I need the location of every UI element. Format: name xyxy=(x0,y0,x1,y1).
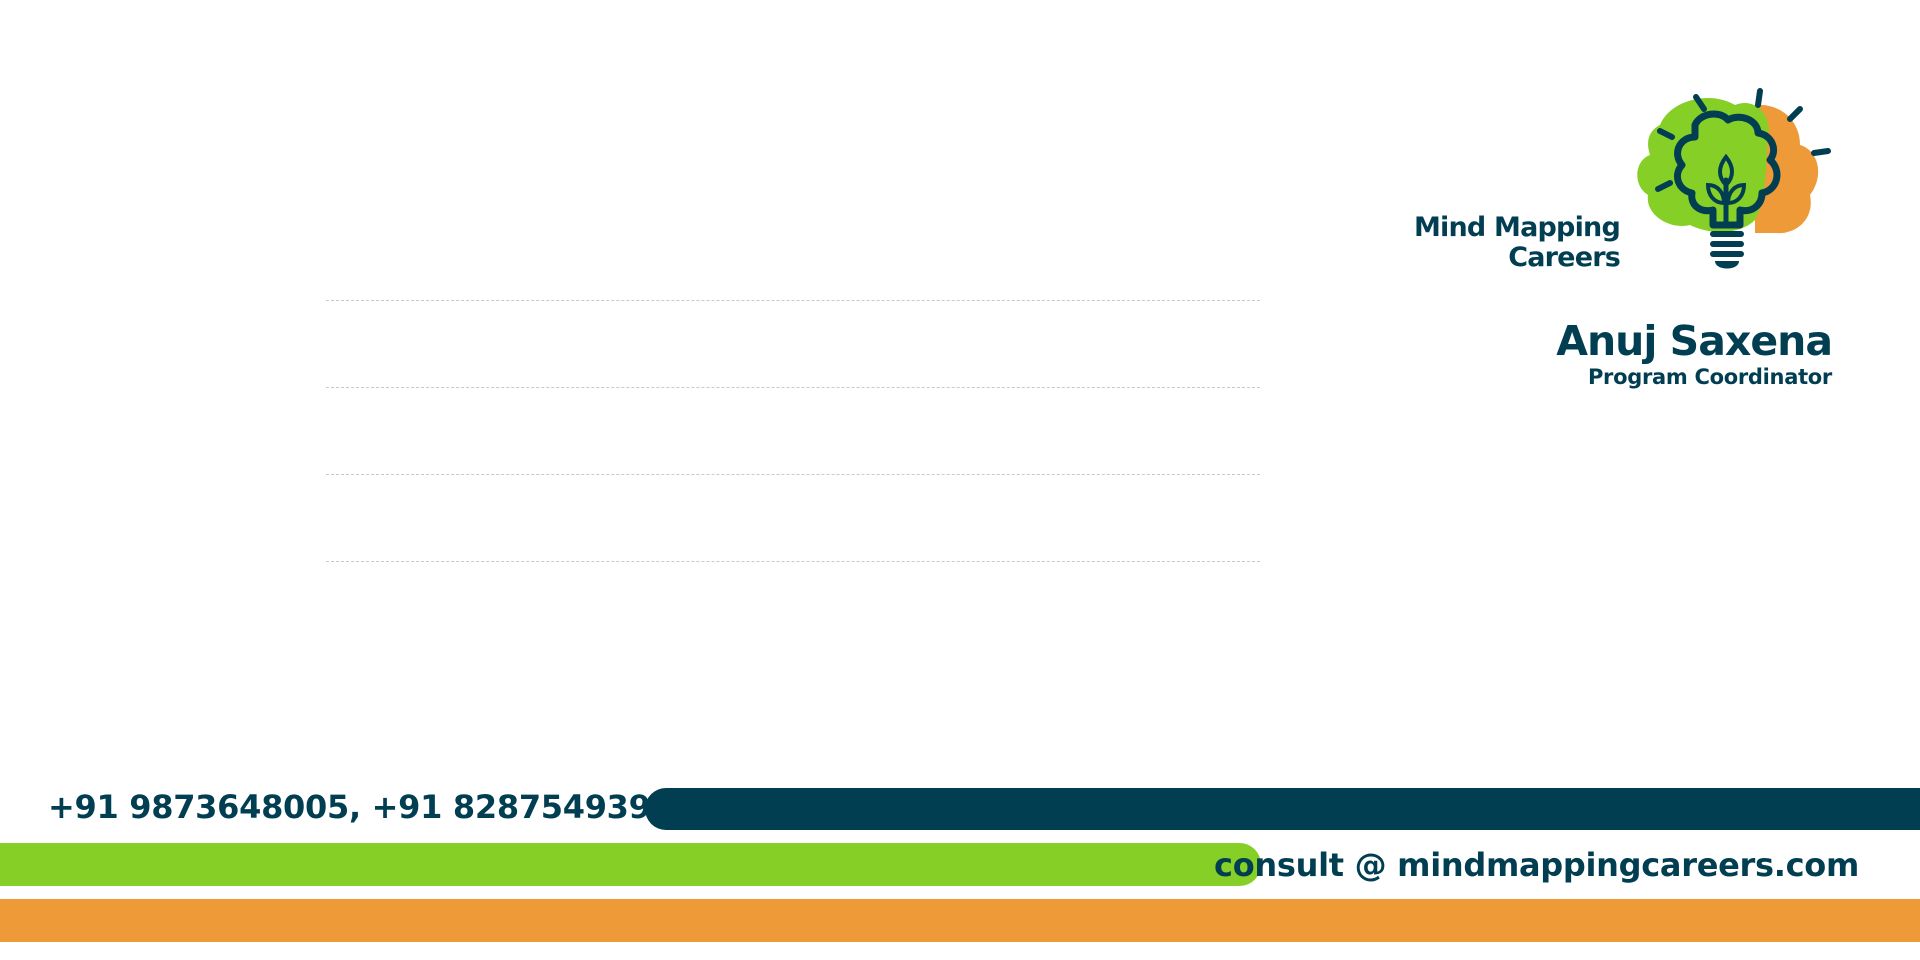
phone-numbers[interactable]: +91 9873648005, +91 8287549396 xyxy=(48,788,673,826)
address-line[interactable] xyxy=(326,387,1260,388)
orange-stripe xyxy=(0,899,1920,942)
email-address[interactable]: consult @ mindmappingcareers.com xyxy=(1214,846,1859,884)
address-line[interactable] xyxy=(326,300,1260,301)
sender-name: Anuj Saxena xyxy=(1556,317,1833,365)
address-line[interactable] xyxy=(326,474,1260,475)
logo-line-2: Careers xyxy=(1508,242,1621,273)
address-lines xyxy=(326,300,1260,648)
sender-block: Anuj Saxena Program Coordinator xyxy=(1556,317,1833,390)
lightbulb-brain-icon xyxy=(1637,88,1831,269)
navy-stripe xyxy=(645,788,1920,830)
address-line[interactable] xyxy=(326,561,1260,562)
green-stripe xyxy=(0,843,1261,886)
logo-line-1: Mind Mapping xyxy=(1413,212,1621,243)
sender-title: Program Coordinator xyxy=(1587,365,1832,389)
company-logo: Mind Mapping Careers xyxy=(1414,85,1840,275)
logo-wordmark: Mind Mapping Careers xyxy=(1413,212,1621,273)
